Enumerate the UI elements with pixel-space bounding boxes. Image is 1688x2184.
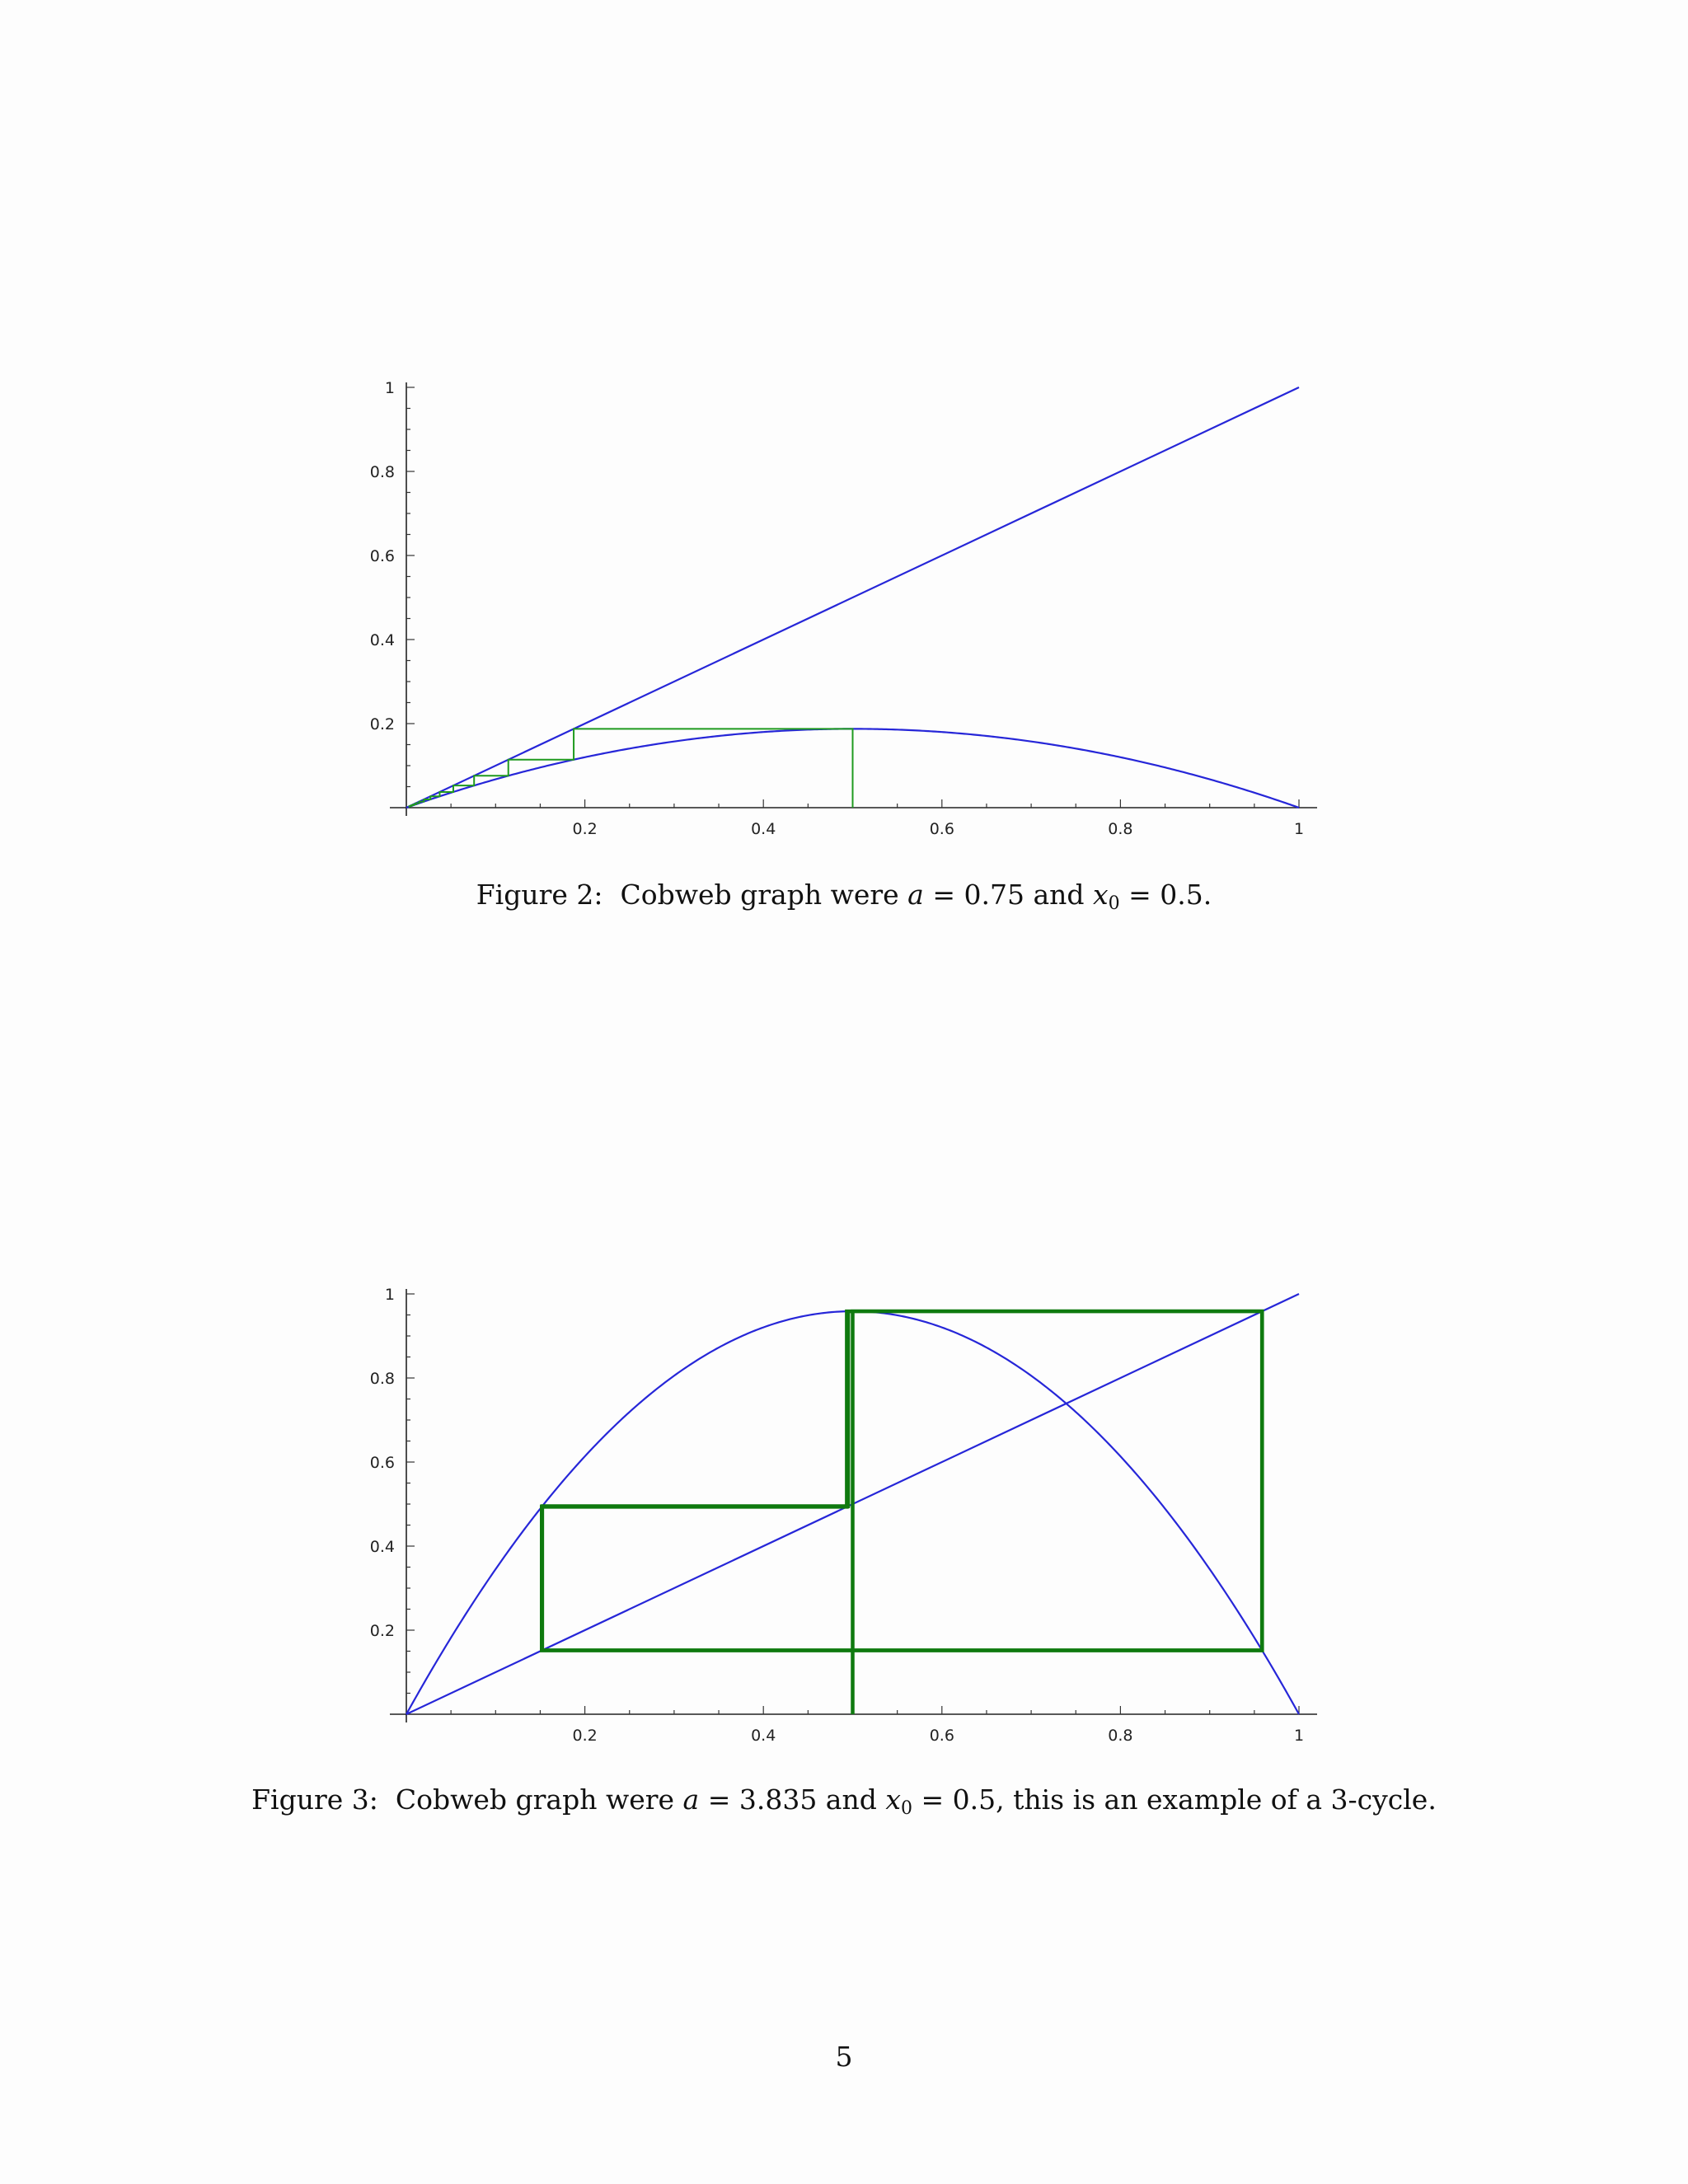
x-tick-label: 1 (1294, 820, 1304, 838)
caption-sub: 0 (1108, 893, 1120, 914)
cobweb-path (540, 1309, 1264, 1714)
caption-eq1: = 3.835 and (699, 1783, 886, 1816)
diagonal-line (406, 387, 1300, 808)
caption-var-a: a (907, 879, 924, 911)
y-tick-label: 0.8 (370, 463, 395, 481)
x-tick-label: 0.8 (1108, 820, 1132, 838)
figure-3-svg: 0.2 0.4 0.6 0.8 1 0.2 0.4 0.6 0.8 1 (370, 1286, 1317, 1745)
x-tick-label: 1 (1294, 1727, 1304, 1745)
x-tick-label: 0.6 (930, 1727, 954, 1745)
x-tick-label: 0.2 (572, 820, 597, 838)
caption-sub: 0 (900, 1798, 912, 1819)
caption-eq2: = 0.5, this is an example of a 3-cycle. (912, 1783, 1437, 1816)
y-tick-label: 0.6 (370, 547, 395, 565)
y-tick-label: 0.6 (370, 1454, 395, 1472)
page-number: 5 (835, 2041, 853, 2073)
y-tick-label: 1 (385, 379, 395, 397)
caption-var-x: x (885, 1783, 901, 1816)
figure-3-caption: Figure 3: Cobweb graph were a = 3.835 an… (0, 1783, 1688, 1819)
x-tick-label: 0.4 (751, 1727, 776, 1745)
y-tick-label: 1 (385, 1286, 395, 1304)
caption-eq1: = 0.75 and (923, 879, 1093, 911)
figure-2-caption: Figure 2: Cobweb graph were a = 0.75 and… (0, 879, 1688, 914)
y-tick-label: 0.4 (370, 631, 395, 649)
x-tick-label: 0.8 (1108, 1727, 1132, 1745)
caption-text: Cobweb graph were (620, 879, 908, 911)
x-tick-label: 0.4 (751, 820, 776, 838)
caption-var-x: x (1092, 879, 1109, 911)
y-tick-label: 0.8 (370, 1370, 395, 1388)
y-tick-label: 0.4 (370, 1538, 395, 1556)
cobweb-path (408, 728, 854, 808)
figure-2-svg: 0.2 0.4 0.6 0.8 1 0.2 0.4 0.6 0.8 1 (370, 379, 1317, 838)
caption-label: Figure 3: (251, 1783, 378, 1816)
y-tick-label: 0.2 (370, 1622, 395, 1640)
x-tick-label: 0.2 (572, 1727, 597, 1745)
figure-3-chart: 0.2 0.4 0.6 0.8 1 0.2 0.4 0.6 0.8 1 (0, 1261, 1688, 1755)
x-tick-label: 0.6 (930, 820, 954, 838)
caption-label: Figure 2: (476, 879, 603, 911)
caption-eq2: = 0.5. (1119, 879, 1212, 911)
y-tick-label: 0.2 (370, 715, 395, 733)
caption-var-a: a (682, 1783, 700, 1816)
caption-text: Cobweb graph were (395, 1783, 683, 1816)
figure-2-chart: 0.2 0.4 0.6 0.8 1 0.2 0.4 0.6 0.8 1 (0, 354, 1688, 849)
